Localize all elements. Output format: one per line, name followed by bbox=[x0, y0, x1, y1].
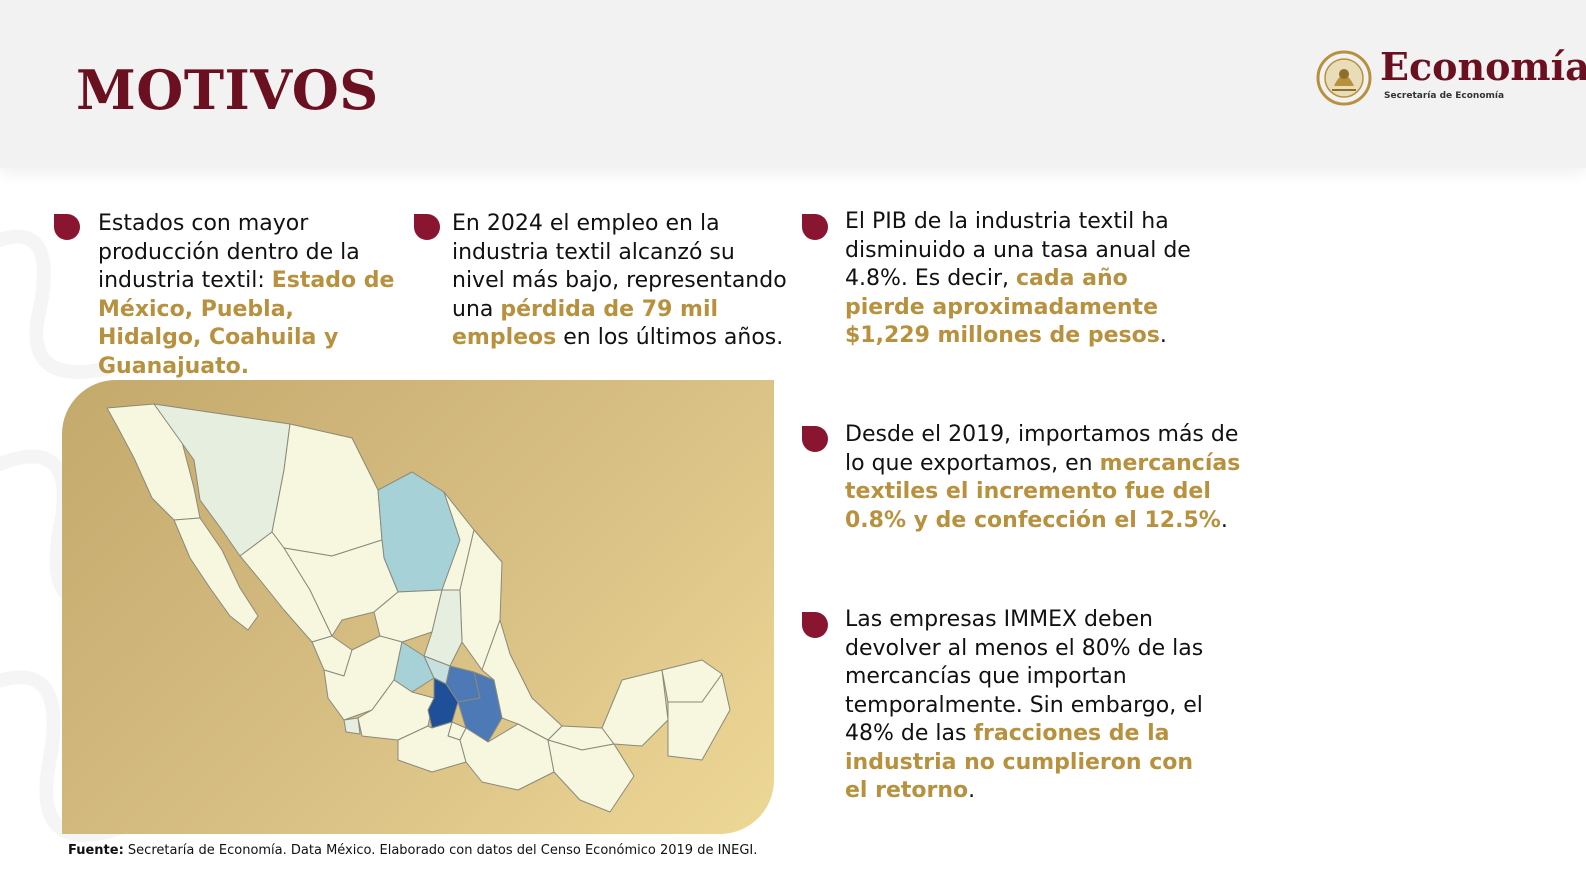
bullet-icon bbox=[802, 214, 828, 240]
map-region-baja-california-sur bbox=[173, 517, 259, 631]
map-region-colima bbox=[343, 717, 361, 735]
mexico-seal-emblem-icon bbox=[1316, 50, 1372, 106]
bullet-icon bbox=[54, 214, 80, 240]
bullet-icon bbox=[802, 612, 828, 638]
point-4: Desde el 2019, importamos más de lo que … bbox=[845, 422, 1241, 533]
source-note: Fuente: Secretaría de Economía. Data Méx… bbox=[68, 843, 758, 858]
economia-logo: Economía Secretaría de Economía bbox=[1316, 48, 1586, 108]
map-region-chiapas bbox=[547, 739, 635, 813]
map-region-quintana-roo bbox=[667, 673, 731, 761]
logo-subtitle: Secretaría de Economía bbox=[1384, 91, 1505, 101]
page-title: MOTIVOS bbox=[76, 58, 379, 122]
bullet-icon bbox=[414, 214, 440, 240]
mexico-choropleth-map bbox=[106, 403, 731, 813]
point-2: En 2024 el empleo en la industria textil… bbox=[452, 211, 787, 350]
logo-name: Economía bbox=[1380, 44, 1586, 89]
point-1: Estados con mayor producción dentro de l… bbox=[98, 211, 395, 379]
header: MOTIVOS Economía Secretaría de Economía bbox=[0, 0, 1586, 168]
bullet-icon bbox=[802, 426, 828, 452]
map-region-campeche bbox=[601, 669, 669, 747]
map-region-guanajuato bbox=[393, 641, 435, 693]
map-panel bbox=[62, 380, 774, 834]
point-3: El PIB de la industria textil ha disminu… bbox=[845, 209, 1191, 348]
map-region-guerrero bbox=[397, 721, 467, 773]
point-5: Las empresas IMMEX deben devolver al men… bbox=[845, 607, 1204, 803]
map-region-chihuahua bbox=[271, 423, 383, 557]
